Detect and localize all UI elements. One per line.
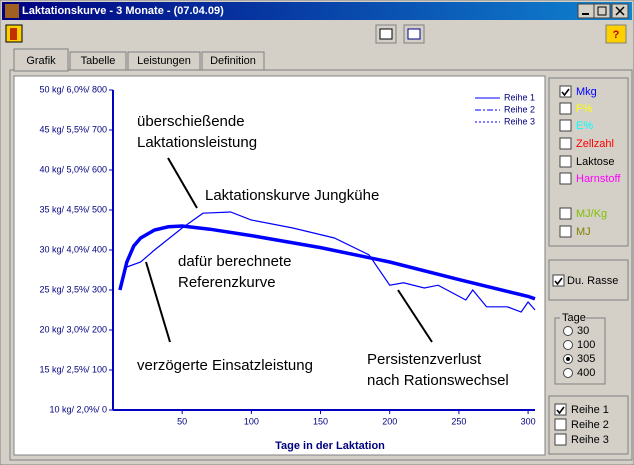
param-checkbox[interactable] (559, 155, 572, 168)
y-tick-label: 10 kg/ 2,0%/ 0 (49, 404, 107, 414)
x-tick-label: 150 (313, 416, 328, 426)
param-label: MJ (576, 226, 591, 238)
param-label: E% (576, 120, 593, 132)
x-tick-label: 100 (244, 416, 259, 426)
tab-label: Leistungen (137, 55, 191, 67)
reihe-checkbox[interactable] (554, 418, 567, 431)
reihe-label: Reihe 1 (571, 404, 609, 416)
annotation: verzögerte Einsatzleistung (137, 357, 313, 374)
tab[interactable] (69, 51, 127, 71)
reihe-checkbox[interactable] (554, 403, 567, 416)
radio-label: 30 (577, 325, 589, 337)
checkmark (556, 406, 565, 415)
minimize-button[interactable] (577, 3, 595, 19)
annotation: dafür berechnete (178, 253, 291, 270)
exit-icon (10, 28, 17, 40)
param-checkbox[interactable] (559, 172, 572, 185)
help-icon: ? (613, 29, 620, 41)
param-checkbox[interactable] (559, 225, 572, 238)
param-checkbox[interactable] (559, 85, 572, 98)
radio[interactable] (563, 340, 573, 350)
y-tick-label: 50 kg/ 6,0%/ 800 (39, 84, 107, 94)
annotation: Referenzkurve (178, 274, 276, 291)
y-tick-label: 45 kg/ 5,5%/ 700 (39, 124, 107, 134)
reihe-label: Reihe 2 (571, 419, 609, 431)
tab[interactable] (127, 51, 201, 71)
annotation: nach Rationswechsel (367, 372, 509, 389)
radio[interactable] (563, 326, 573, 336)
param-label: Mkg (576, 86, 597, 98)
rasse-checkbox[interactable] (552, 274, 565, 287)
param-label: Harnstoff (576, 173, 621, 185)
series-line (123, 211, 536, 313)
param-label: Laktose (576, 156, 615, 168)
window-buttons[interactable] (577, 3, 629, 19)
annotation: Persistenzverlust (367, 351, 482, 368)
checkmark (561, 88, 570, 97)
table-icon (407, 28, 421, 40)
maximize-button[interactable] (593, 3, 611, 19)
radio-label: 100 (577, 339, 595, 351)
y-tick-label: 35 kg/ 4,5%/ 500 (39, 204, 107, 214)
title-bar (2, 2, 632, 20)
x-axis-label: Tage in der Laktation (275, 440, 385, 452)
tage-title: Tage (562, 312, 586, 324)
param-label: Zellzahl (576, 138, 614, 150)
x-tick-label: 50 (177, 416, 187, 426)
annotation-lines (145, 157, 433, 343)
x-tick-label: 250 (451, 416, 466, 426)
param-checkbox[interactable] (559, 137, 572, 150)
legend-label: Reihe 2 (504, 104, 535, 114)
param-checkbox[interactable] (559, 207, 572, 220)
window-title: Laktationskurve - 3 Monate - (07.04.09) (22, 5, 224, 17)
annotation: Laktationskurve Jungkühe (205, 187, 379, 204)
series-line (118, 224, 536, 301)
rasse-label: Du. Rasse (567, 275, 618, 287)
y-tick-label: 15 kg/ 2,5%/ 100 (39, 364, 107, 374)
reihe-checkbox[interactable] (554, 433, 567, 446)
radio-label: 400 (577, 367, 595, 379)
x-tick-label: 300 (521, 416, 536, 426)
radio[interactable] (563, 368, 573, 378)
tab-label: Grafik (26, 55, 56, 67)
annotation: überschießende (137, 113, 245, 130)
param-label: F% (576, 103, 593, 115)
legend-label: Reihe 3 (504, 116, 535, 126)
legend-label: Reihe 1 (504, 92, 535, 102)
param-checkbox[interactable] (559, 119, 572, 132)
tab[interactable] (13, 48, 69, 72)
tab[interactable] (201, 51, 265, 71)
app-icon (5, 4, 19, 18)
param-checkbox[interactable] (559, 102, 572, 115)
reihe-label: Reihe 3 (571, 434, 609, 446)
tab-label: Definition (210, 55, 256, 67)
annotation: Laktationsleistung (137, 134, 257, 151)
y-tick-label: 30 kg/ 4,0%/ 400 (39, 244, 107, 254)
tage-title-bg (560, 312, 586, 322)
print-icon (379, 28, 393, 40)
help-button[interactable] (605, 24, 627, 44)
radio-dot (566, 357, 570, 361)
radio-label: 305 (577, 353, 595, 365)
y-tick-label: 25 kg/ 3,5%/ 300 (39, 284, 107, 294)
checkmark (554, 277, 563, 286)
tab-label: Tabelle (81, 55, 116, 67)
chart-area (13, 75, 546, 456)
x-tick-label: 200 (382, 416, 397, 426)
param-label: MJ/Kg (576, 208, 607, 220)
y-tick-label: 40 kg/ 5,0%/ 600 (39, 164, 107, 174)
y-tick-label: 20 kg/ 3,0%/ 200 (39, 324, 107, 334)
